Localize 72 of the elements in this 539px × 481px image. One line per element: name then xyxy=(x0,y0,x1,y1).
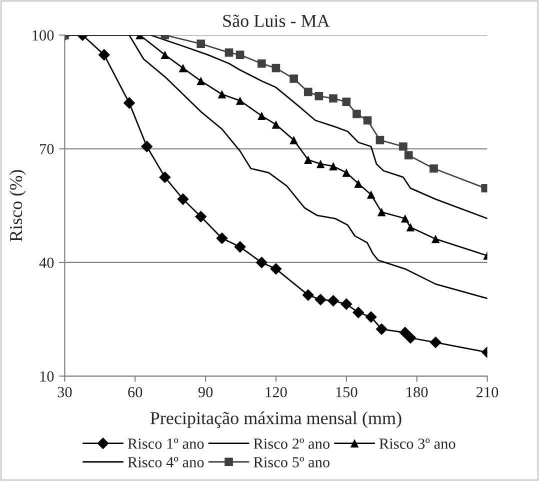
point xyxy=(224,48,234,57)
y-tick-label: 100 xyxy=(32,30,54,41)
x-tick-label: 30 xyxy=(58,387,72,398)
point xyxy=(354,179,363,188)
x-tick-label: 90 xyxy=(198,387,213,398)
point xyxy=(376,136,384,144)
point xyxy=(290,74,298,83)
chart-title: São Luis - MA xyxy=(223,14,330,27)
point xyxy=(236,50,244,59)
point xyxy=(177,193,189,206)
point xyxy=(304,88,312,96)
point xyxy=(430,164,438,173)
point xyxy=(123,97,136,109)
y-tick-label: 10 xyxy=(40,371,54,382)
x-axis-title: Precipitação máxima mensal (mm) xyxy=(150,412,402,428)
x-tick-label: 150 xyxy=(336,387,358,398)
point xyxy=(342,168,351,177)
point xyxy=(196,40,206,48)
point xyxy=(178,64,188,72)
point xyxy=(376,323,388,336)
legend-label: Risco 3º ano xyxy=(379,438,456,449)
point xyxy=(234,241,246,253)
point xyxy=(302,289,314,301)
x-tick-label: 180 xyxy=(406,387,428,398)
x-tick-label: 210 xyxy=(476,387,498,398)
point xyxy=(256,256,268,268)
point xyxy=(304,156,312,164)
point xyxy=(140,140,153,152)
point xyxy=(404,151,413,160)
point xyxy=(218,90,226,98)
point xyxy=(377,208,386,216)
point xyxy=(430,336,442,348)
point xyxy=(352,306,364,318)
y-tick-label: 40 xyxy=(39,258,54,268)
point xyxy=(290,136,298,144)
x-tick-label: 120 xyxy=(266,387,287,398)
point xyxy=(314,294,326,306)
point xyxy=(216,232,228,244)
point xyxy=(329,94,338,103)
y-axis-title: Risco (%) xyxy=(9,170,26,242)
point xyxy=(270,263,282,275)
point xyxy=(340,298,352,310)
point xyxy=(327,294,340,307)
point xyxy=(406,223,415,232)
point xyxy=(404,332,416,344)
point xyxy=(352,110,361,118)
point xyxy=(98,48,110,61)
point xyxy=(399,142,408,151)
point xyxy=(272,120,280,129)
point xyxy=(236,96,244,105)
point xyxy=(272,64,280,72)
legend-label: Risco 5º ano xyxy=(254,457,330,468)
point xyxy=(160,50,170,59)
point xyxy=(196,76,206,86)
legend-label: Risco 2º ano xyxy=(254,438,330,449)
x-tick-label: 60 xyxy=(128,387,142,398)
point xyxy=(257,112,266,120)
point xyxy=(363,116,372,125)
point xyxy=(159,171,171,184)
point xyxy=(400,214,410,223)
legend-label: Risco 4º ano xyxy=(128,457,204,468)
point xyxy=(431,234,440,244)
point xyxy=(365,311,377,323)
y-tick-label: 70 xyxy=(40,144,54,154)
point xyxy=(329,162,338,170)
point xyxy=(257,59,266,68)
point xyxy=(366,190,376,199)
point xyxy=(316,160,325,168)
point xyxy=(314,92,324,100)
point xyxy=(342,98,351,106)
point xyxy=(194,210,207,223)
legend-label: Risco 1º ano xyxy=(128,438,204,449)
